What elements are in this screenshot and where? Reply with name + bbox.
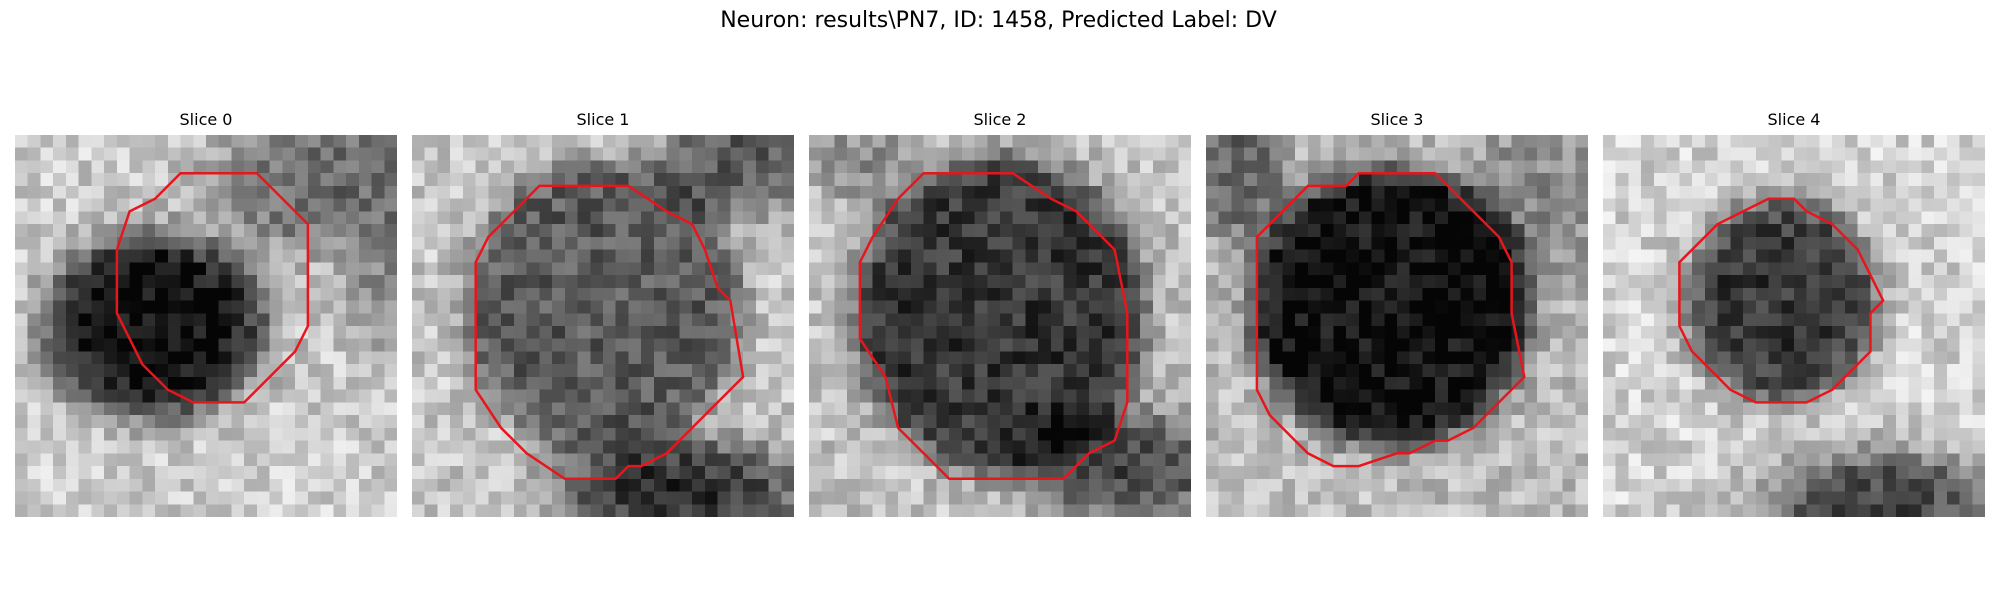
slice-title: Slice 1: [576, 110, 630, 129]
pixel-grid: [15, 135, 397, 517]
segmentation-contour: [1255, 171, 1526, 468]
figure-title: Neuron: results\PN7, ID: 1458, Predicted…: [720, 8, 1277, 33]
slice-image: [809, 135, 1191, 517]
slice-micrograph: [809, 135, 1191, 517]
slice-micrograph: [1603, 135, 1985, 517]
segmentation-contour: [1678, 197, 1885, 404]
slice-title: Slice 4: [1767, 110, 1821, 129]
segmentation-contour: [474, 184, 745, 481]
slice-title: Slice 3: [1370, 110, 1424, 129]
slice-micrograph: [1206, 135, 1588, 517]
slice-title: Slice 0: [179, 110, 233, 129]
segmentation-contour: [115, 171, 310, 404]
segmentation-contour: [858, 171, 1129, 481]
pixel-grid: [809, 135, 1191, 517]
pixel-grid: [1603, 135, 1985, 517]
slice-image: [15, 135, 397, 517]
pixel-grid: [412, 135, 794, 517]
pixel-grid: [1206, 135, 1588, 517]
slice-micrograph: [412, 135, 794, 517]
slice-image: [412, 135, 794, 517]
slice-image: [1603, 135, 1985, 517]
slice-title: Slice 2: [973, 110, 1027, 129]
slice-image: [1206, 135, 1588, 517]
slice-micrograph: [15, 135, 397, 517]
